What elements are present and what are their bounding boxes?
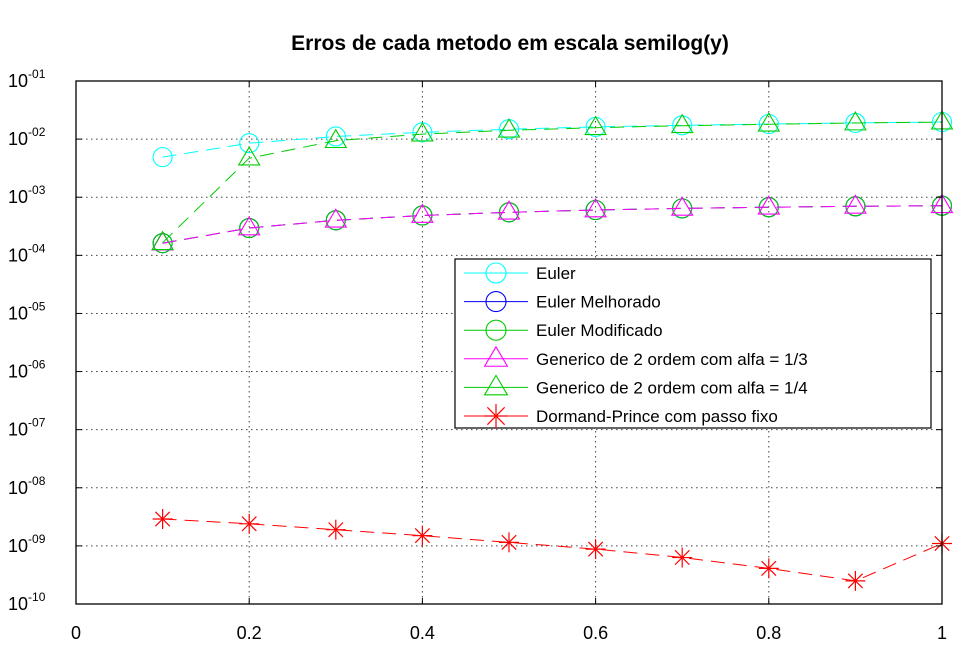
- data-point-marker: [324, 208, 348, 228]
- data-point-marker: [151, 230, 175, 251]
- star-stroke: [847, 573, 864, 589]
- data-point-marker: [758, 558, 779, 579]
- data-point-marker: [757, 112, 781, 132]
- data-point-marker: [152, 509, 173, 530]
- legend-marker: [485, 262, 507, 284]
- data-point-marker: [152, 233, 173, 254]
- legend: Euler Euler Melhorado Euler Modificado Gene…: [454, 258, 932, 429]
- data-point-marker: [670, 113, 694, 134]
- y-tick-label: 10-08: [8, 474, 46, 498]
- data-point-marker: [237, 146, 261, 166]
- legend-entry: Generico de 2 ordem com alfa = 1/3: [464, 345, 808, 369]
- data-point-marker: [152, 147, 173, 168]
- data-point-marker: [237, 215, 261, 236]
- legend-entry: Euler: [464, 262, 576, 284]
- axis-ticks: 0 0.2 0.4 0.6 0.8 1 10-01 10-02 10-03 10-04 10-05 1…: [8, 67, 947, 643]
- star-stroke: [154, 511, 171, 527]
- data-point-marker: [670, 196, 694, 216]
- legend-label: Euler Melhorado: [536, 293, 661, 312]
- data-point-marker: [758, 113, 779, 135]
- data-point-marker: [843, 194, 867, 214]
- x-tick-label: 0: [71, 623, 81, 643]
- y-tick-label: 10-03: [8, 183, 46, 207]
- legend-label: Euler Modificado: [536, 321, 663, 340]
- series-1: [152, 195, 953, 254]
- y-tick-label: 10-02: [8, 125, 46, 149]
- series-line: [162, 121, 943, 244]
- series-group: [151, 110, 954, 591]
- data-point-marker: [412, 525, 433, 546]
- x-tick-label: 0.2: [237, 623, 262, 643]
- x-tick-label: 0.6: [583, 623, 608, 643]
- data-point-marker: [325, 519, 346, 540]
- data-point-marker: [410, 122, 434, 142]
- legend-entry: Dormand-Prince com passo fixo: [464, 404, 778, 428]
- legend-label: Euler: [536, 264, 576, 283]
- series-5: [152, 509, 952, 591]
- x-tick-label: 0.4: [410, 623, 435, 643]
- data-point-marker: [672, 547, 693, 568]
- data-point-marker: [584, 197, 608, 218]
- legend-entry: Generico de 2 ordem com alfa = 1/4: [464, 374, 808, 397]
- series-4: [151, 110, 954, 251]
- series-line: [162, 205, 943, 244]
- series-line: [162, 205, 943, 244]
- legend-label: Generico de 2 ordem com alfa = 1/4: [536, 378, 808, 397]
- legend-label: Generico de 2 ordem com alfa = 1/3: [536, 350, 808, 369]
- data-point-marker: [497, 118, 521, 138]
- data-point-marker: [843, 110, 867, 131]
- series-line: [162, 205, 943, 244]
- legend-box: [454, 258, 932, 429]
- series-2: [152, 195, 953, 254]
- data-point-marker: [584, 115, 608, 136]
- y-tick-label: 10-07: [8, 416, 46, 440]
- legend-marker: [485, 319, 507, 341]
- star-stroke: [414, 528, 431, 544]
- legend-label: Dormand-Prince com passo fixo: [536, 407, 778, 426]
- y-tick-label: 10-05: [8, 299, 46, 323]
- data-point-marker: [410, 203, 434, 223]
- data-point-marker: [239, 513, 260, 534]
- data-point-marker: [324, 128, 348, 149]
- star-stroke: [501, 534, 517, 550]
- legend-entry: Euler Modificado: [464, 319, 663, 341]
- star-stroke: [241, 516, 257, 532]
- series-3: [151, 193, 954, 251]
- legend-marker: [483, 345, 509, 367]
- data-point-marker: [499, 532, 519, 553]
- legend-marker: [484, 404, 508, 428]
- data-point-marker: [585, 539, 606, 560]
- star-stroke: [587, 541, 604, 557]
- data-point-marker: [497, 200, 521, 220]
- data-point-marker: [845, 570, 866, 591]
- plot-area-frame: [75, 80, 943, 605]
- star-stroke: [761, 560, 777, 577]
- data-point-marker: [325, 126, 346, 147]
- star-stroke: [486, 406, 506, 426]
- data-point-marker: [325, 210, 346, 231]
- x-tick-label: 1: [937, 623, 947, 643]
- data-point-marker: [239, 217, 260, 239]
- data-point-marker: [239, 133, 260, 154]
- star-stroke: [674, 549, 690, 566]
- legend-entry: Euler Melhorado: [464, 291, 661, 313]
- chart-title: Erros de cada metodo em escala semilog(y…: [291, 32, 729, 55]
- y-tick-label: 10-09: [8, 532, 46, 556]
- series-line: [162, 518, 943, 582]
- star-stroke: [328, 522, 344, 538]
- data-point-marker: [151, 231, 175, 251]
- y-tick-label: 10-10: [8, 590, 46, 614]
- x-tick-label: 0.8: [756, 623, 781, 643]
- legend-marker: [485, 291, 507, 313]
- y-tick-label: 10-06: [8, 358, 46, 382]
- legend-marker: [483, 374, 509, 396]
- y-tick-label: 10-01: [8, 67, 46, 91]
- data-point-marker: [757, 195, 781, 215]
- y-tick-label: 10-04: [8, 241, 46, 265]
